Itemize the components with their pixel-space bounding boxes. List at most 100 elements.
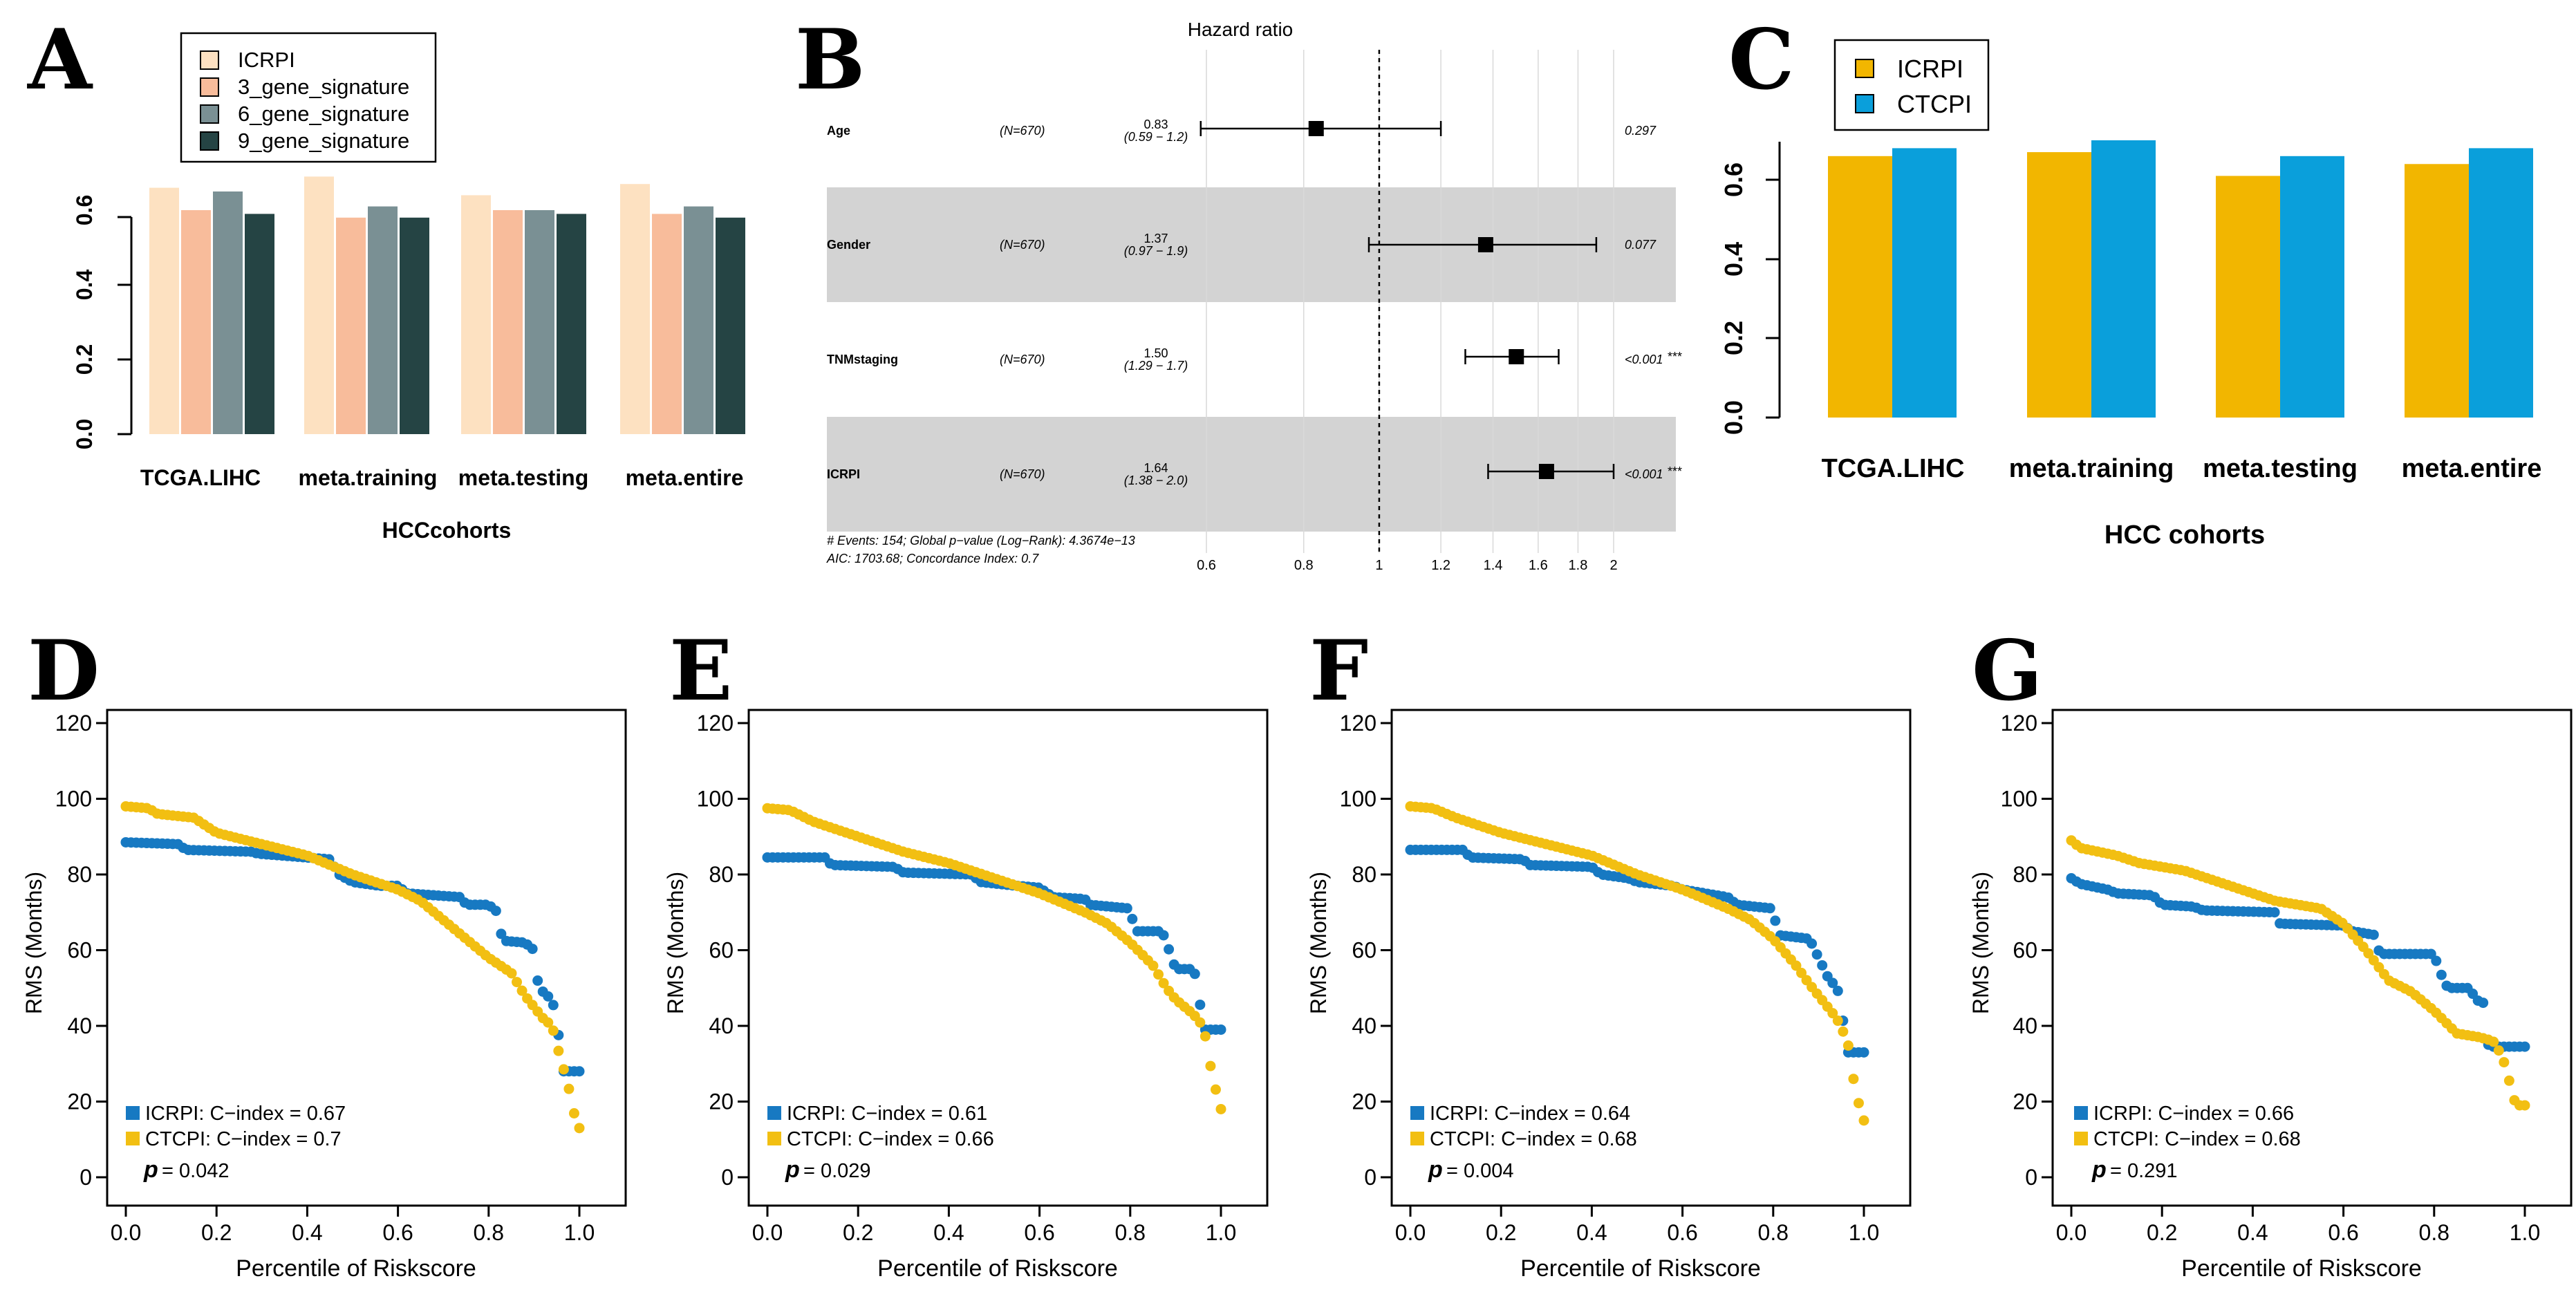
legend-box — [180, 32, 437, 163]
panel-c-bar-chart: C ICRPI CTCPI 0.0 0.2 0.4 0.6 TCGA.LIHC … — [1719, 11, 2541, 550]
legend-label-9gene: 9_gene_signature — [238, 129, 409, 153]
x-tick-0.6: 0.6 — [2328, 1220, 2358, 1245]
legend-label-icrpi: ICRPI: C−index = 0.67 — [145, 1103, 346, 1125]
y-tick-0: 0 — [2025, 1165, 2037, 1190]
panel-a-ytick-1: 0.2 — [72, 344, 97, 375]
bar-6_gene_signature-TCGA.LIHC — [213, 191, 243, 434]
legend-swatch-icrpi — [1410, 1106, 1424, 1120]
panel-a-x-labels: TCGA.LIHC meta.training meta.testing met… — [140, 465, 743, 543]
legend-label-ctcpi: CTCPI: C−index = 0.68 — [1430, 1128, 1637, 1150]
y-tick-20: 20 — [709, 1089, 734, 1114]
x-tick-0.8: 0.8 — [2419, 1220, 2449, 1245]
x-tick-0.4: 0.4 — [2237, 1220, 2268, 1245]
p-value: = 0.042 — [162, 1160, 230, 1182]
point-CTCPI — [1858, 1115, 1869, 1126]
panel-a-category-2: meta.testing — [458, 465, 588, 490]
y-tick-40: 40 — [2013, 1013, 2037, 1038]
p-label: p — [1428, 1157, 1443, 1183]
point-ICRPI — [2478, 998, 2489, 1009]
forest-n: (N=670) — [1000, 353, 1045, 366]
legend-label-ctcpi: CTCPI: C−index = 0.7 — [145, 1128, 342, 1150]
point-CTCPI — [558, 1064, 569, 1075]
forest-ci: (0.97 − 1.9) — [1124, 244, 1188, 258]
x-tick-0.0: 0.0 — [111, 1220, 141, 1245]
bar-CTCPI-TCGA.LIHC — [1892, 148, 1957, 418]
y-tick-80: 80 — [1352, 862, 1376, 887]
x-tick-2: 2 — [1609, 558, 1617, 573]
point-ICRPI — [548, 1000, 559, 1011]
panel-f-scatter: F RMS (Months) Percentile of Riskscore I… — [1306, 622, 1912, 1282]
panel-c-ytick-3: 0.6 — [1719, 162, 1748, 197]
y-tick-20: 20 — [2013, 1089, 2037, 1114]
y-tick-60: 60 — [2013, 938, 2037, 963]
panel-c-ytick-0: 0.0 — [1719, 400, 1748, 435]
x-tick-1.0: 1.0 — [1206, 1220, 1236, 1245]
legend-label-ctcpi: CTCPI — [1897, 90, 1972, 118]
panel-letter-d: D — [28, 622, 100, 720]
panel-c-bars — [1828, 140, 2533, 418]
legend-swatch-ctcpi — [2074, 1132, 2088, 1145]
point-CTCPI — [543, 1017, 554, 1028]
x-tick-0.2: 0.2 — [1486, 1220, 1516, 1245]
panel-g-scatter: G RMS (Months) Percentile of Riskscore I… — [1968, 622, 2573, 1282]
point-ICRPI — [532, 975, 543, 986]
bar-ICRPI-meta.testing — [2216, 176, 2280, 418]
x-tick-1.2: 1.2 — [1431, 558, 1450, 573]
forest-row: Age (N=670) 0.83 (0.59 − 1.2) 0.297 — [827, 118, 1656, 144]
bar-ICRPI-meta.training — [2027, 152, 2091, 418]
point-CTCPI — [1832, 1015, 1843, 1027]
x-tick-1.6: 1.6 — [1529, 558, 1548, 573]
point-CTCPI — [2503, 1075, 2514, 1086]
bar-3_gene_signature-meta.testing — [493, 210, 523, 434]
point-CTCPI — [1853, 1098, 1864, 1109]
forest-ci: (1.38 − 2.0) — [1124, 474, 1188, 487]
p-label: p — [785, 1157, 800, 1183]
panel-a-ytick-3: 0.6 — [72, 195, 97, 225]
bar-3_gene_signature-meta.training — [336, 217, 366, 434]
panel-c-ytick-2: 0.4 — [1719, 242, 1748, 277]
y-tick-0: 0 — [721, 1165, 734, 1190]
point-ICRPI — [1807, 938, 1818, 949]
point-CTCPI — [1842, 1040, 1854, 1051]
hr-point-ICRPI — [1538, 464, 1554, 479]
panel-c-category-3: meta.entire — [2402, 454, 2542, 483]
p-label: p — [143, 1157, 158, 1183]
forest-title: Hazard ratio — [1188, 19, 1294, 40]
forest-footer-line2: AIC: 1703.68; Concordance Index: 0.7 — [826, 552, 1039, 565]
legend-swatch-ctcpi — [126, 1132, 140, 1145]
panel-c-x-labels: TCGA.LIHC meta.training meta.testing met… — [1822, 454, 2542, 550]
plot-frame — [106, 709, 627, 1207]
legend-label-ctcpi: CTCPI: C−index = 0.66 — [787, 1128, 994, 1150]
point-CTCPI — [1848, 1074, 1859, 1085]
point-ICRPI — [490, 906, 501, 917]
point-ICRPI — [1127, 913, 1138, 924]
x-tick-1.8: 1.8 — [1569, 558, 1588, 573]
forest-stars: *** — [1668, 350, 1682, 364]
bar-ICRPI-TCGA.LIHC — [149, 187, 179, 434]
y-axis-title: RMS (Months) — [1968, 872, 1993, 1014]
panel-a-ytick-2: 0.4 — [72, 270, 97, 301]
forest-n: (N=670) — [1000, 124, 1045, 138]
point-CTCPI — [553, 1045, 564, 1056]
point-ICRPI — [543, 991, 554, 1002]
y-tick-60: 60 — [67, 938, 92, 963]
y-tick-100: 100 — [697, 787, 734, 812]
forest-hr: 1.64 — [1144, 461, 1168, 475]
legend-label-icrpi: ICRPI: C−index = 0.64 — [1430, 1103, 1630, 1125]
plot-frame — [2051, 709, 2573, 1207]
forest-hr: 0.83 — [1144, 118, 1168, 131]
forest-x-ticks: 0.6 0.8 1 1.2 1.4 1.6 1.8 2 — [1197, 558, 1617, 573]
point-ICRPI — [1811, 949, 1822, 960]
y-tick-80: 80 — [67, 862, 92, 887]
forest-pvalue: 0.297 — [1625, 124, 1656, 138]
forest-n: (N=670) — [1000, 238, 1045, 252]
forest-hr: 1.37 — [1144, 232, 1168, 245]
y-tick-0: 0 — [1364, 1165, 1376, 1190]
x-tick-1.4: 1.4 — [1484, 558, 1503, 573]
forest-footer-line1: # Events: 154; Global p−value (Log−Rank)… — [827, 534, 1135, 547]
bar-ICRPI-TCGA.LIHC — [1828, 156, 1892, 418]
forest-rows: Age (N=670) 0.83 (0.59 − 1.2) 0.297 Gend… — [827, 118, 1682, 487]
point-ICRPI — [2269, 907, 2280, 918]
forest-row: ICRPI (N=670) 1.64 (1.38 − 2.0) <0.001 *… — [827, 461, 1682, 487]
